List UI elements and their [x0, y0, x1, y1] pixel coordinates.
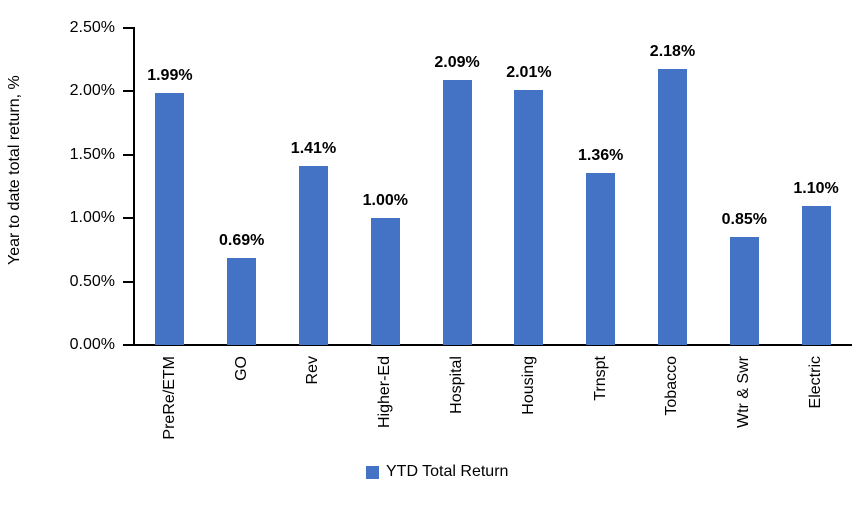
bar-Wtr & Swr [729, 237, 759, 345]
x-category-label: Tobacco [663, 356, 681, 416]
bar-value-label: 1.41% [290, 140, 337, 158]
bar-value-label: 2.18% [649, 42, 696, 60]
y-tick-label: 0.50% [69, 272, 115, 290]
x-category-label: Housing [519, 356, 537, 415]
bar-Rev [299, 166, 328, 345]
y-tick-label: 0.00% [69, 336, 115, 353]
legend: YTD Total Return [366, 463, 508, 481]
x-axis-line [133, 344, 852, 346]
y-axis-title: Year to date total return, % [6, 75, 23, 265]
x-category-label: Hospital [448, 356, 466, 414]
bar-GO [227, 257, 257, 345]
y-tick-label: 1.50% [69, 145, 115, 163]
bar-value-label: 2.09% [434, 53, 480, 71]
y-tick-mark [123, 90, 133, 93]
bar-PreRe/ETM [155, 92, 185, 345]
x-category-label-wrap: PreRe/ETM [134, 356, 206, 476]
x-category-label-wrap: Tobacco [637, 356, 709, 476]
x-category-label-wrap: Hospital [421, 356, 493, 476]
bar-value-label: 1.10% [793, 179, 839, 197]
y-axis-line [133, 27, 135, 345]
bar-Tobacco [658, 68, 687, 345]
bar-Housing [514, 90, 544, 345]
bar-value-label: 2.01% [506, 64, 552, 82]
x-category-label: GO [232, 356, 250, 381]
y-tick-label: 1.00% [69, 209, 115, 227]
x-category-label-wrap: GO [206, 356, 278, 476]
x-category-label-wrap: Higher-Ed [349, 356, 421, 476]
legend-label: YTD Total Return [386, 463, 509, 480]
bar-value-label: 0.85% [721, 211, 767, 229]
x-category-label-wrap: Rev [278, 356, 350, 476]
x-category-label-wrap: Trnspt [565, 356, 637, 476]
y-tick-mark [123, 153, 133, 156]
bar-value-label: 0.69% [219, 231, 265, 249]
y-tick-mark [123, 217, 133, 220]
bar-Electric [801, 205, 831, 345]
x-category-label: Rev [304, 356, 322, 385]
bar-value-label: 1.99% [147, 66, 193, 84]
bar-Hospital [442, 79, 472, 345]
x-category-label: Wtr & Swr [735, 356, 753, 428]
x-category-label: Trnspt [591, 356, 609, 401]
bar-Higher-Ed [370, 218, 400, 345]
x-category-label-wrap: Wtr & Swr [708, 356, 780, 476]
y-tick-mark [123, 280, 133, 283]
y-tick-mark [123, 344, 133, 346]
bar-Trnspt [586, 172, 616, 345]
y-tick-label: 2.50% [69, 19, 115, 36]
x-category-label-wrap: Housing [493, 356, 565, 476]
x-category-label: Higher-Ed [376, 356, 394, 429]
y-tick-mark [123, 27, 133, 29]
bar-value-label: 1.36% [578, 146, 624, 164]
x-category-label-wrap: Electric [780, 356, 852, 476]
legend-swatch-icon [366, 465, 379, 479]
x-category-label: Electric [807, 356, 825, 409]
bar-value-label: 1.00% [362, 192, 408, 210]
y-tick-label: 2.00% [69, 82, 115, 100]
x-category-label: PreRe/ETM [160, 356, 178, 440]
